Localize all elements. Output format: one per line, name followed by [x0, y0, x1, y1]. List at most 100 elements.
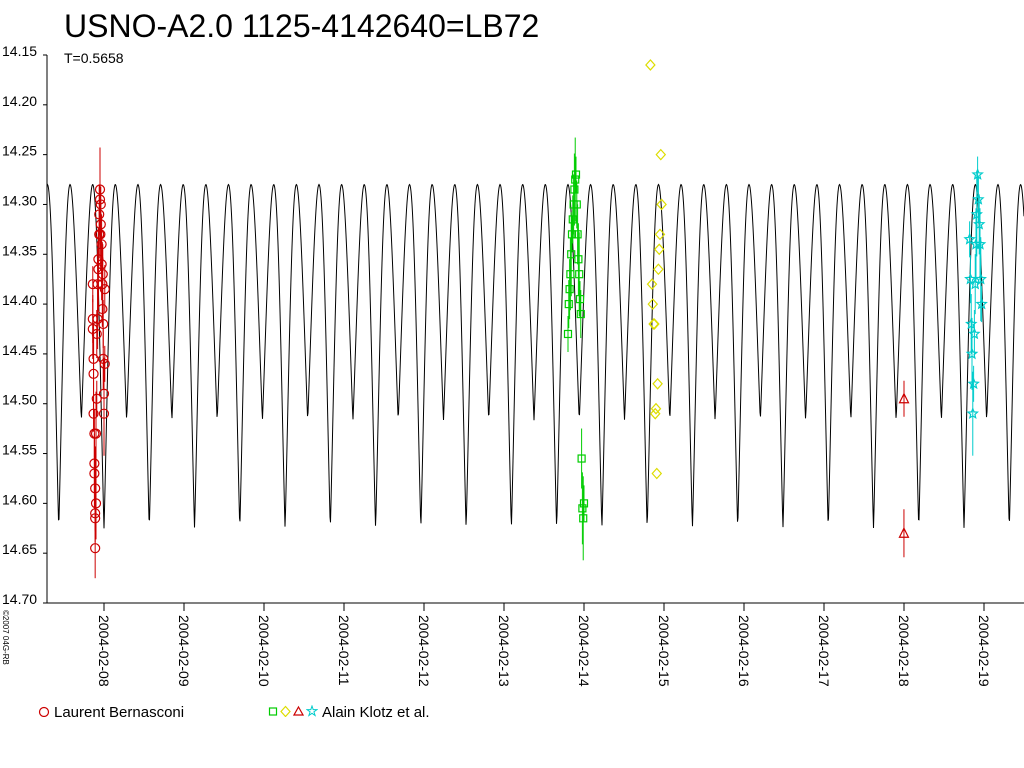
- star-marker-icon: [305, 704, 319, 721]
- circle-data-point: [88, 368, 99, 379]
- circle-data-point: [94, 184, 106, 195]
- square-data-point: [577, 454, 586, 463]
- y-tick-label: 14.55: [2, 442, 37, 458]
- chart-subtitle: T=0.5658: [64, 50, 124, 66]
- diamond-data-point: [653, 243, 665, 256]
- legend-entry-bernasconi: Laurent Bernasconi: [38, 704, 184, 721]
- square-marker-icon: [268, 704, 278, 721]
- circle-data-point: [89, 468, 100, 479]
- diamond-data-point: [652, 377, 663, 390]
- model-curve-group: [46, 183, 1024, 529]
- circle-data-point: [90, 428, 102, 439]
- triangle-data-point: [898, 526, 910, 538]
- square-data-point: [576, 309, 585, 319]
- y-tick-label: 14.60: [2, 491, 37, 507]
- diamond-data-point: [645, 59, 656, 71]
- circle-data-point: [90, 483, 101, 494]
- y-tick-label: 14.20: [2, 93, 37, 109]
- model-light-curve: [46, 183, 1024, 529]
- circle-data-point: [94, 209, 105, 220]
- data-points-group: [87, 59, 988, 579]
- square-data-point: [571, 170, 581, 179]
- square-data-point: [567, 250, 576, 259]
- circle-data-point: [88, 408, 99, 419]
- circle-data-point: [99, 358, 110, 369]
- circle-marker-icon: [38, 704, 50, 721]
- x-tick-label: 2004-02-14: [576, 615, 592, 687]
- legend-label-klotz: Alain Klotz et al.: [322, 704, 430, 721]
- square-data-point: [579, 499, 589, 508]
- square-data-point: [563, 329, 573, 339]
- circle-data-point: [95, 229, 106, 240]
- square-data-point: [565, 285, 574, 294]
- square-data-point: [564, 299, 573, 309]
- legend-entry-klotz: Alain Klotz et al.: [268, 704, 430, 721]
- x-tick-label: 2004-02-12: [416, 615, 432, 687]
- star-data-point: [968, 327, 981, 340]
- diamond-data-point: [647, 298, 659, 310]
- x-tick-label: 2004-02-18: [896, 615, 912, 687]
- square-data-point: [567, 230, 577, 239]
- triangle-marker-icon: [292, 704, 305, 721]
- x-tick-label: 2004-02-09: [176, 615, 192, 687]
- diamond-data-point: [655, 148, 667, 161]
- x-tick-label: 2004-02-16: [736, 615, 752, 687]
- star-data-point: [964, 272, 977, 285]
- square-data-point: [575, 270, 584, 279]
- diamond-data-point: [654, 228, 666, 241]
- diamond-data-point: [649, 318, 660, 330]
- circle-data-point: [98, 318, 109, 330]
- square-data-point: [579, 514, 588, 523]
- circle-data-point: [90, 498, 102, 509]
- square-data-point: [573, 230, 582, 239]
- square-data-point: [574, 255, 583, 264]
- y-tick-label: 14.30: [2, 192, 37, 208]
- square-data-point: [575, 295, 585, 304]
- y-tick-label: 14.65: [2, 541, 37, 557]
- y-tick-label: 14.35: [2, 242, 37, 258]
- circle-data-point: [90, 543, 101, 554]
- star-data-point: [974, 272, 987, 285]
- y-tick-label: 14.45: [2, 342, 37, 358]
- star-data-point: [967, 377, 980, 390]
- chart-title: USNO-A2.0 1125-4142640=LB72: [64, 8, 540, 44]
- square-data-point: [566, 270, 575, 279]
- circle-data-point: [96, 259, 107, 270]
- circle-data-point: [98, 353, 109, 364]
- legend-label-bernasconi: Laurent Bernasconi: [54, 704, 185, 721]
- chart-axes: 14.15 14.20 14.25 14.30 14.35 14.40 14.45 14.50…: [2, 43, 1024, 687]
- y-tick-label: 14.25: [2, 143, 37, 159]
- square-data-point: [571, 175, 580, 184]
- y-tick-label: 14.70: [2, 591, 37, 607]
- star-data-point: [973, 217, 986, 230]
- star-data-point: [971, 168, 984, 180]
- x-tick-label: 2004-02-19: [976, 615, 992, 687]
- circle-data-point: [91, 328, 102, 340]
- star-data-point: [966, 407, 979, 419]
- y-tick-label: 14.50: [2, 392, 37, 408]
- diamond-data-point: [653, 263, 664, 276]
- x-tick-label: 2004-02-10: [256, 615, 272, 687]
- star-data-point: [973, 237, 987, 250]
- diamond-data-point: [651, 467, 663, 480]
- square-data-point: [578, 504, 587, 513]
- circle-data-point: [91, 393, 102, 404]
- y-tick-label: 14.15: [2, 43, 37, 59]
- square-data-point: [572, 200, 581, 209]
- star-data-point: [972, 192, 985, 205]
- triangle-data-point: [898, 392, 910, 404]
- star-data-point: [975, 297, 988, 310]
- diamond-data-point: [650, 402, 662, 415]
- square-data-point: [570, 185, 579, 194]
- x-tick-label: 2004-02-11: [336, 615, 352, 686]
- circle-data-point: [97, 303, 108, 315]
- circle-data-point: [97, 269, 108, 280]
- x-tick-label: 2004-02-15: [656, 615, 672, 687]
- x-tick-label: 2004-02-08: [96, 615, 112, 687]
- star-data-point: [963, 232, 976, 245]
- circle-data-point: [99, 284, 110, 295]
- x-tick-label: 2004-02-13: [496, 615, 512, 687]
- diamond-marker-icon: [280, 704, 291, 721]
- star-data-point: [965, 347, 979, 360]
